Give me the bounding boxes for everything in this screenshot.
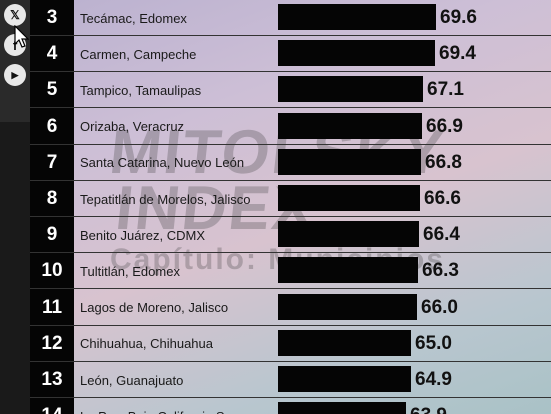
score-value: 66.4 — [423, 224, 460, 246]
municipality-name: Carmen, Campeche — [80, 46, 197, 62]
rank-number: 11 — [41, 296, 63, 318]
score-value: 69.4 — [439, 43, 476, 65]
table-row: 4 Carmen, Campeche 69.4 — [30, 36, 551, 73]
score-value: 64.9 — [415, 369, 452, 390]
score-bar — [278, 221, 419, 248]
rank-number: 5 — [46, 79, 58, 101]
municipality-name: Santa Catarina, Nuevo León — [80, 155, 245, 171]
score-value: 66.0 — [421, 296, 458, 318]
score-bar — [278, 293, 417, 320]
x-icon[interactable]: 𝕏 — [4, 4, 26, 26]
score-bar — [278, 366, 411, 392]
score-bar — [278, 76, 423, 103]
score-bar — [278, 112, 422, 139]
table-row: 3 Tecámac, Edomex 69.6 — [30, 0, 551, 36]
municipality-name: Tultitlán, Edomex — [80, 263, 180, 279]
table-row: 5 Tampico, Tamaulipas 67.1 — [30, 72, 551, 109]
rank-number: 4 — [46, 43, 58, 65]
table-row: 9 Benito Juárez, CDMX 66.4 — [30, 217, 551, 254]
municipality-name: Benito Juárez, CDMX — [80, 227, 205, 243]
rank-band — [30, 0, 74, 414]
score-value: 69.6 — [440, 7, 477, 28]
score-bar — [278, 257, 418, 284]
table-row: 14 La Paz, Baja California Sur 63.9 — [30, 398, 551, 414]
rank-number: 6 — [46, 115, 58, 137]
score-value: 65.0 — [415, 332, 452, 354]
rank-number: 13 — [41, 369, 63, 390]
municipality-name: Orizaba, Veracruz — [80, 119, 185, 135]
rank-number: 3 — [46, 7, 58, 28]
score-value: 66.9 — [426, 115, 463, 137]
score-bar — [278, 148, 421, 175]
score-value: 66.6 — [424, 188, 461, 209]
score-value: 66.8 — [425, 151, 462, 173]
score-bar — [278, 329, 411, 356]
youtube-icon[interactable]: ▶ — [4, 64, 26, 86]
score-value: 67.1 — [427, 79, 464, 101]
rank-number: 7 — [46, 151, 58, 173]
rank-number: 10 — [41, 260, 63, 282]
score-bar — [278, 40, 435, 67]
municipality-name: Lagos de Moreno, Jalisco — [80, 300, 229, 316]
social-share-bar: 𝕏 f ▶ — [0, 0, 30, 122]
table-row: 10 Tultitlán, Edomex 66.3 — [30, 253, 551, 290]
rank-number: 8 — [46, 188, 58, 209]
score-value: 63.9 — [410, 398, 447, 414]
table-row: 8 Tepatitlán de Morelos, Jalisco 66.6 — [30, 181, 551, 217]
municipality-name: La Paz, Baja California Sur — [80, 398, 236, 414]
table-row: 6 Orizaba, Veracruz 66.9 — [30, 109, 551, 145]
table-row: 13 León, Guanajuato 64.9 — [30, 362, 551, 398]
table-row: 12 Chihuahua, Chihuahua 65.0 — [30, 326, 551, 362]
score-bar — [278, 185, 420, 211]
rank-number: 12 — [41, 332, 63, 354]
municipality-name: León, Guanajuato — [80, 372, 184, 388]
rank-number: 14 — [30, 398, 74, 414]
mouse-cursor-icon — [14, 25, 30, 48]
municipality-name: Tampico, Tamaulipas — [80, 82, 202, 98]
municipality-name: Chihuahua, Chihuahua — [80, 336, 213, 352]
municipality-name: Tecámac, Edomex — [80, 10, 187, 26]
table-row: 11 Lagos de Moreno, Jalisco 66.0 — [30, 290, 551, 326]
municipality-name: Tepatitlán de Morelos, Jalisco — [80, 191, 251, 207]
score-value: 66.3 — [422, 260, 459, 282]
rank-number: 9 — [46, 224, 58, 246]
score-bar — [278, 402, 406, 414]
score-bar — [278, 4, 436, 30]
table-row: 7 Santa Catarina, Nuevo León 66.8 — [30, 145, 551, 181]
